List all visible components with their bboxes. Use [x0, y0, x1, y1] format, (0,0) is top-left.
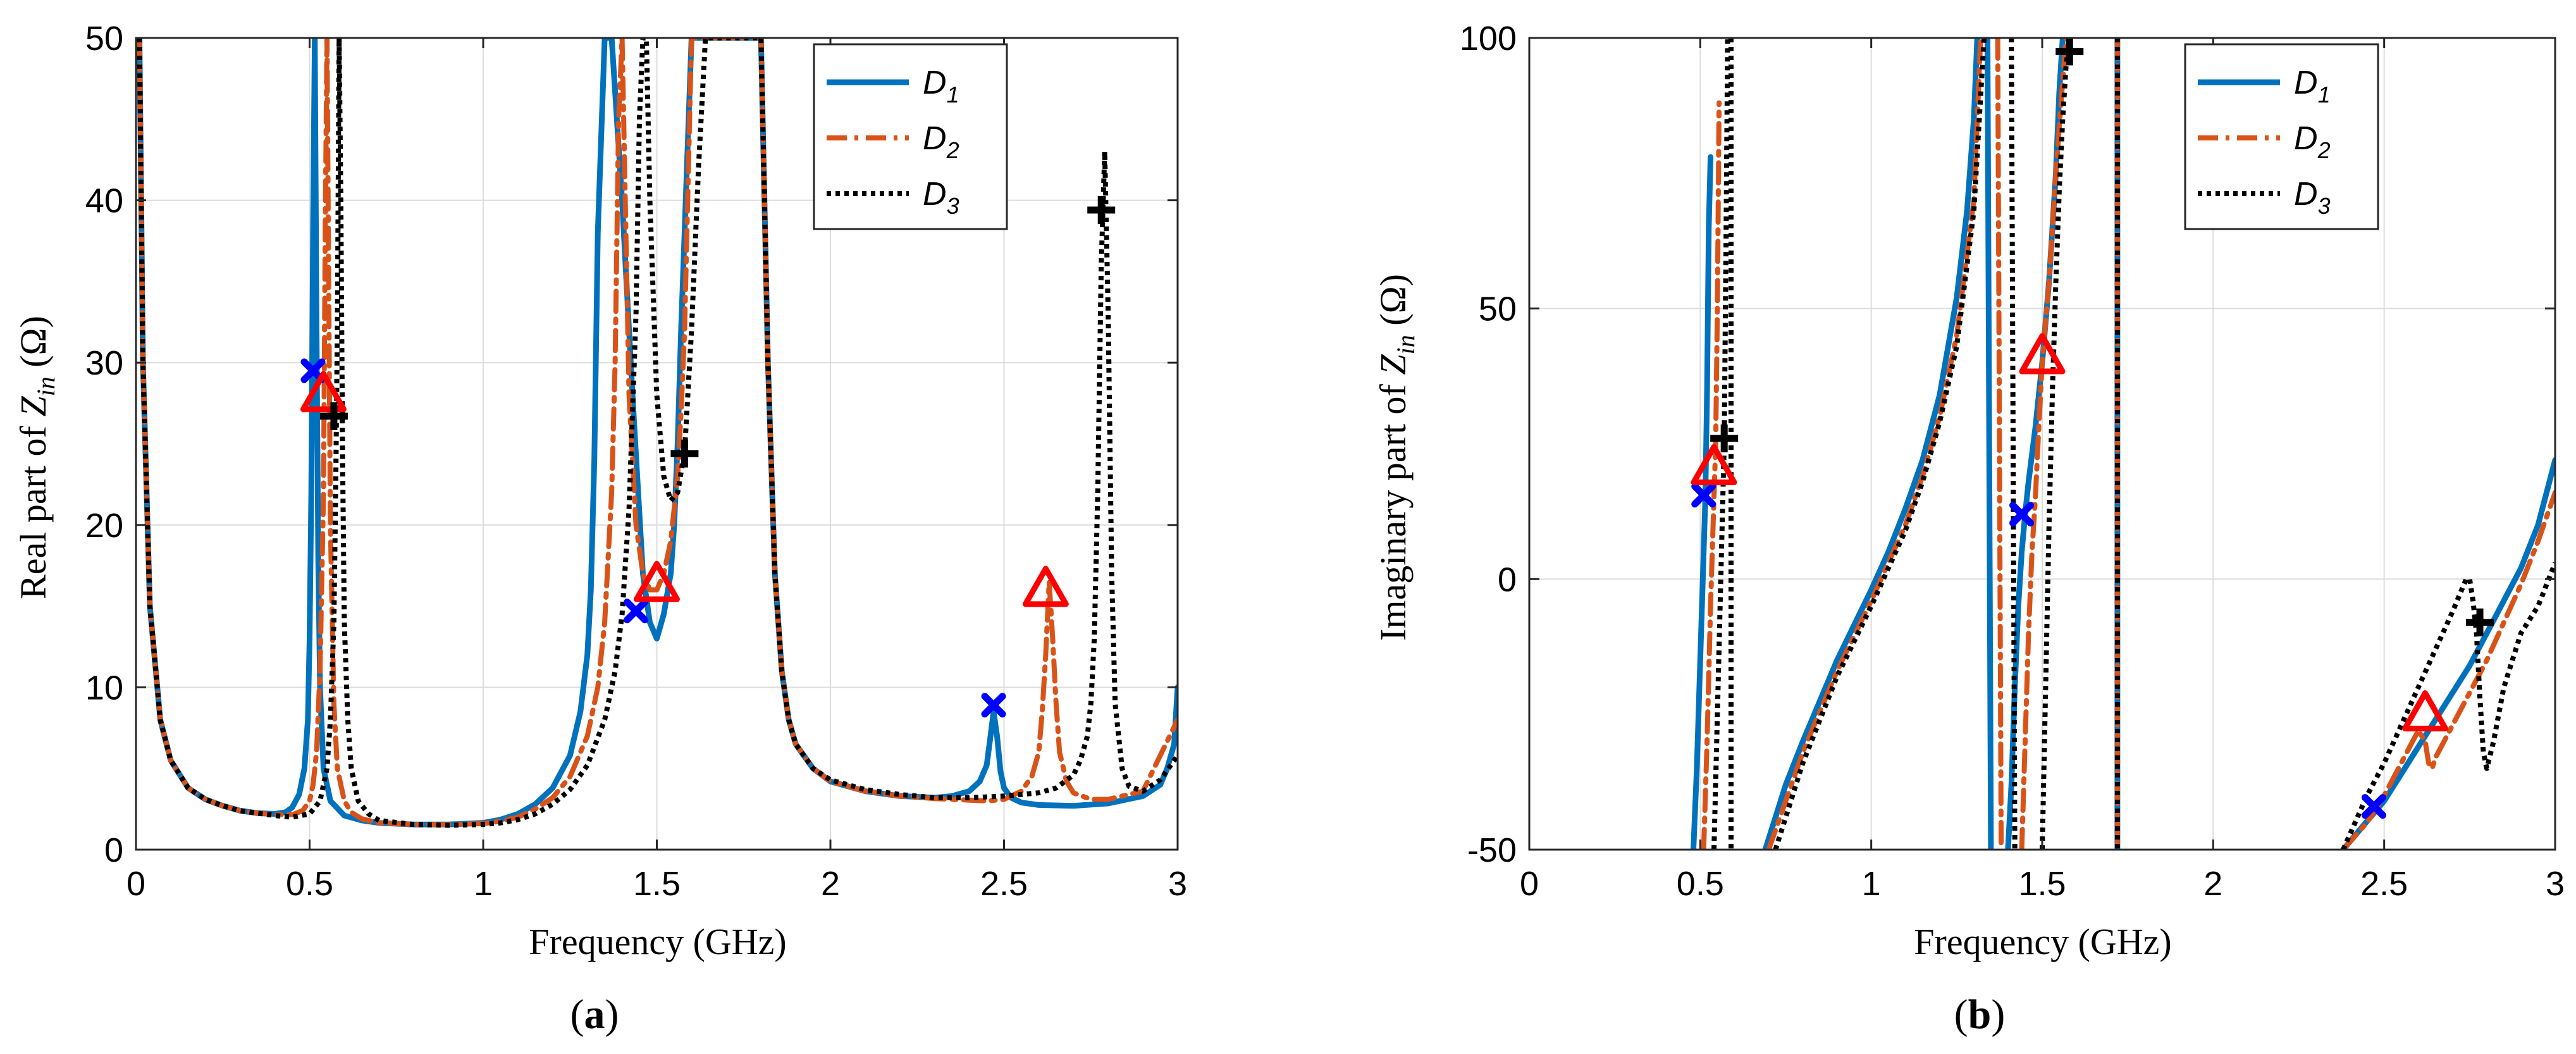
- y-axis-label-prefix-b: Imaginary part of: [1372, 383, 1414, 641]
- y-axis-label-sub-b: in: [1391, 335, 1420, 354]
- x-tick-label-4: 2: [2203, 865, 2222, 903]
- series-line-D3-b-2: [1773, 38, 1987, 850]
- plot-lines-b: [1691, 38, 2555, 850]
- series-line-D3-b-6: [2341, 562, 2555, 850]
- y-tick-label-3: 30: [85, 344, 123, 382]
- x-tick-label-0: 0: [1520, 865, 1539, 903]
- legend-label-D3-b: D3: [2294, 176, 2331, 219]
- legend-label-D1-b: D1: [2294, 65, 2331, 108]
- x-tick-label-2: 1: [474, 865, 493, 903]
- marker-D3-a-0: [319, 402, 348, 430]
- x-tick-label-6: 3: [1168, 865, 1187, 903]
- series-line-D2-b-2: [1995, 38, 2004, 850]
- y-axis-label-unit-b: (Ω): [1372, 274, 1414, 326]
- markers-b: [1691, 37, 2494, 819]
- x-tick-label-2: 1: [1862, 865, 1881, 903]
- x-axis-label-a: Frequency (GHz): [529, 921, 786, 962]
- legend-b: D1 D2 D3: [2184, 43, 2379, 230]
- y-tick-label-1: 0: [1498, 561, 1517, 598]
- y-tick-label-4: 40: [85, 182, 123, 220]
- series-line-D2-b-0: [1701, 100, 1722, 850]
- y-tick-label-3: 100: [1460, 20, 1517, 58]
- x-tick-label-1: 0.5: [1677, 865, 1724, 903]
- legend-a: D1 D2 D3: [813, 43, 1008, 230]
- y-tick-label-2: 50: [1479, 290, 1517, 328]
- marker-D3-b-1: [2055, 37, 2084, 66]
- y-axis-label-prefix-a: Real part of: [13, 425, 54, 598]
- y-tick-label-2: 20: [85, 507, 123, 545]
- x-tick-label-6: 3: [2546, 865, 2565, 903]
- y-axis-label-unit-a: (Ω): [13, 316, 54, 368]
- legend-label-D3-a: D3: [923, 176, 959, 219]
- series-line-D2-b-3: [2019, 38, 2069, 850]
- markers-a: [300, 195, 1116, 718]
- y-axis-label-var-b: Z: [1372, 354, 1414, 375]
- y-axis-label-var-a: Z: [13, 396, 54, 417]
- series-line-D1-b-1: [1762, 38, 1980, 850]
- series-line-D2-b-1: [1766, 38, 1983, 850]
- marker-D3-a-1: [670, 439, 699, 468]
- legend-label-D2-b: D2: [2294, 120, 2331, 163]
- y-tick-label-5: 50: [85, 20, 123, 58]
- panel-letter-b: b: [1968, 991, 1992, 1038]
- series-line-D3-b-0: [1711, 38, 1730, 850]
- y-axis-label-b: Imaginary part of Zin (Ω): [1372, 274, 1420, 641]
- marker-D3-a-2: [1087, 195, 1116, 224]
- x-tick-label-0: 0: [126, 865, 145, 903]
- marker-D1-b-1: [2009, 502, 2035, 527]
- marker-D1-b-0: [1691, 483, 1716, 508]
- y-tick-label-1: 10: [85, 669, 123, 707]
- marker-D2-a-2: [1022, 566, 1069, 607]
- series-line-D2-b-5: [2340, 490, 2555, 850]
- x-tick-label-3: 1.5: [2018, 865, 2066, 903]
- plot-lines-a: [137, 38, 1178, 828]
- y-tick-label-0: 0: [104, 831, 123, 869]
- marker-D2-a-0: [300, 371, 347, 412]
- marker-D1-a-1: [624, 598, 649, 624]
- x-tick-label-3: 1.5: [633, 865, 681, 903]
- series-line-D1-b-0: [1691, 154, 1714, 850]
- x-tick-label-1: 0.5: [286, 865, 333, 903]
- panel-label-a: (a): [570, 991, 619, 1038]
- series-line-D2-a-0: [137, 38, 1178, 828]
- series-line-D3-b-4: [2040, 38, 2073, 850]
- series-line-D3-a-0: [137, 38, 1178, 828]
- marker-D3-b-2: [2466, 608, 2494, 636]
- panel-letter-a: a: [584, 991, 605, 1038]
- panel-label-b: (b): [1954, 991, 2006, 1038]
- marker-D2-b-1: [2019, 333, 2066, 375]
- marker-D2-b-0: [1691, 443, 1737, 485]
- marker-D1-a-2: [981, 693, 1006, 718]
- series-line-D3-b-3: [2009, 38, 2018, 850]
- series-line-D1-a-0: [137, 38, 1178, 828]
- legend-label-D1-a: D1: [923, 65, 959, 108]
- marker-D2-b-2: [2402, 690, 2449, 732]
- x-axis-label-b: Frequency (GHz): [1914, 921, 2171, 962]
- marker-D3-b-0: [1710, 424, 1739, 452]
- x-tick-label-5: 2.5: [2360, 865, 2408, 903]
- x-tick-label-5: 2.5: [980, 865, 1028, 903]
- legend-label-D2-a: D2: [923, 120, 959, 163]
- series-line-D1-b-2: [1985, 38, 1994, 850]
- y-axis-label-sub-a: in: [32, 376, 60, 396]
- marker-D2-a-1: [634, 561, 680, 602]
- y-axis-label-a: Real part of Zin (Ω): [13, 316, 60, 599]
- marker-D1-b-2: [2361, 794, 2386, 819]
- y-tick-label-0: -50: [1467, 831, 1517, 869]
- x-tick-label-4: 2: [821, 865, 840, 903]
